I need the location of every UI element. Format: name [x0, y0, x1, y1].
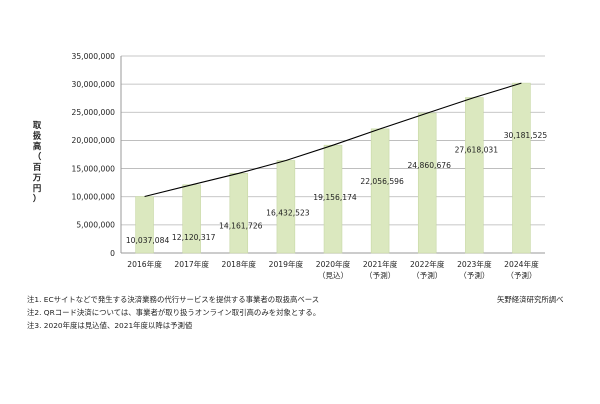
- y-axis-label-char: ）: [33, 194, 41, 204]
- x-tick-label: （予測）: [506, 270, 536, 280]
- x-tick-label: 2022年度: [410, 259, 445, 269]
- y-axis-label-char: 扱: [33, 131, 42, 141]
- y-axis-label-char: 高: [33, 141, 42, 151]
- bar: [417, 112, 437, 254]
- y-axis-label-char: （: [33, 152, 42, 162]
- x-tick-label: 2019年度: [269, 259, 304, 269]
- x-tick-label: （見込）: [318, 271, 348, 280]
- data-label: 10,037,084: [126, 236, 170, 245]
- bar: [229, 172, 249, 254]
- y-axis-label-char: 百: [33, 162, 42, 172]
- x-tick-label: 2024年度: [504, 259, 539, 269]
- data-label: 22,056,596: [360, 177, 404, 186]
- x-tick-label: （予測）: [365, 270, 395, 280]
- x-tick-label: 2023年度: [457, 259, 492, 269]
- y-axis-label-char: 万: [32, 173, 42, 183]
- footnote-1: 注1. ECサイトなどで発生する決済業務の代行サービスを提供する事業者の取扱高ベ…: [27, 295, 320, 304]
- data-label: 19,156,174: [313, 193, 357, 202]
- data-label: 16,432,523: [266, 209, 310, 218]
- y-axis-label-char: 取: [33, 120, 42, 130]
- data-label: 12,120,317: [172, 233, 216, 242]
- y-tick-label: 10,000,000: [72, 193, 116, 202]
- bar: [135, 196, 154, 254]
- data-label: 24,860,676: [407, 161, 451, 170]
- trend-line: [144, 82, 522, 198]
- y-tick-label: 30,000,000: [72, 80, 116, 89]
- x-tick-label: 2018年度: [222, 259, 257, 269]
- bar: [276, 160, 296, 254]
- x-tick-label: （予測）: [459, 270, 489, 280]
- bar: [512, 82, 531, 254]
- footnotes: 注1. ECサイトなどで発生する決済業務の代行サービスを提供する事業者の取扱高ベ…: [27, 293, 447, 332]
- data-label: 14,161,726: [219, 221, 263, 230]
- x-tick-label: 2017年度: [174, 259, 209, 269]
- y-tick-label: 15,000,000: [72, 164, 116, 173]
- y-tick-label: 35,000,000: [72, 52, 116, 61]
- footnote-3: 注3. 2020年度は見込値、2021年度以降は予測値: [27, 321, 193, 330]
- x-tick-label: （予測）: [412, 270, 442, 280]
- x-tick-label: 2021年度: [363, 259, 398, 269]
- y-tick-label: 0: [110, 249, 115, 258]
- data-label: 27,618,031: [455, 146, 499, 155]
- footnote-2: 注2. QRコード決済については、事業者が取り扱うオンライン取引高のみを対象とす…: [27, 308, 321, 317]
- y-tick-label: 5,000,000: [76, 221, 115, 230]
- x-tick-label: 2016年度: [127, 259, 162, 269]
- bar: [465, 97, 484, 254]
- data-label: 30,181,525: [504, 131, 548, 140]
- y-tick-label: 20,000,000: [72, 136, 116, 145]
- bar: [370, 128, 390, 254]
- y-tick-label: 25,000,000: [72, 108, 116, 117]
- bar: [182, 184, 201, 254]
- x-tick-label: 2020年度: [316, 259, 351, 269]
- source-credit: 矢野経済研究所調べ: [497, 295, 564, 304]
- y-axis-label-char: 円: [33, 183, 41, 193]
